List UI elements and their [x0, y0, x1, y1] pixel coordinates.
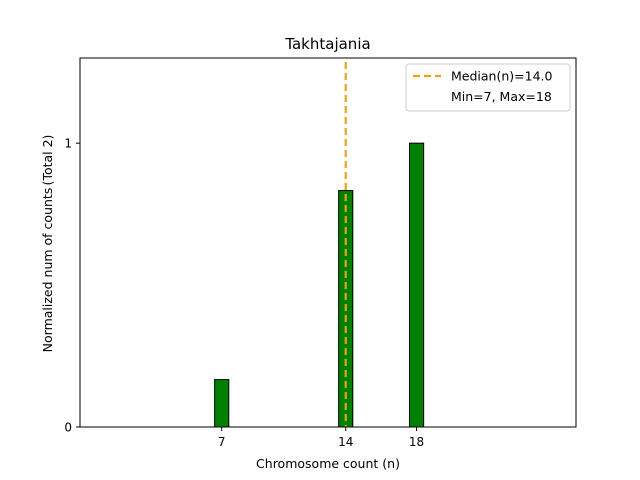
- x-tick-label-18: 18: [409, 435, 424, 449]
- legend: Median(n)=14.0 Min=7, Max=18: [405, 63, 571, 112]
- x-axis-label: Chromosome count (n): [256, 456, 400, 471]
- y-axis-total-label: (Total 2): [40, 135, 55, 186]
- plot-frame: [79, 57, 577, 428]
- x-ticks: 7 14 18: [218, 427, 424, 449]
- x-tick-label-14: 14: [338, 435, 353, 449]
- x-tick-label-7: 7: [218, 435, 226, 449]
- y-tick-label-1: 1: [64, 137, 72, 151]
- legend-median-label: Median(n)=14.0: [451, 69, 552, 84]
- bar-7: [214, 379, 230, 428]
- legend-range-label: Min=7, Max=18: [451, 89, 552, 104]
- y-tick-label-0: 0: [64, 421, 72, 435]
- y-ticks: 01: [64, 137, 80, 435]
- chart-title: Takhtajania: [284, 35, 370, 53]
- legend-box: [405, 63, 571, 112]
- bar-18: [408, 142, 425, 428]
- y-axis-label: Normalized num of counts: [40, 188, 55, 353]
